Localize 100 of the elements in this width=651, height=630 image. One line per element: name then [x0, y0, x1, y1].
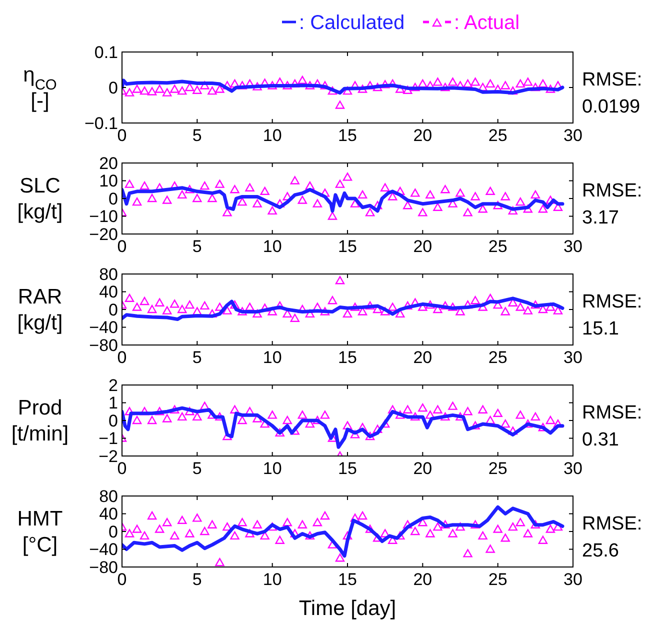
- point: [516, 518, 525, 526]
- text: RMSE: 3.17: [582, 180, 642, 228]
- y-axis-title: Prod [t/min]: [11, 396, 69, 446]
- point: [260, 186, 270, 195]
- point: [200, 526, 210, 536]
- point: [222, 522, 232, 531]
- point: [192, 194, 202, 202]
- point: [230, 79, 240, 88]
- point: [222, 208, 232, 216]
- point: [478, 302, 488, 311]
- point: [530, 520, 540, 528]
- point: [358, 84, 368, 93]
- point: [463, 208, 472, 216]
- point: [185, 529, 194, 538]
- point: [342, 421, 352, 430]
- point: [433, 78, 442, 86]
- point: [305, 81, 315, 90]
- point: [530, 300, 540, 309]
- point: [215, 180, 224, 188]
- point: [268, 307, 277, 316]
- point: [298, 520, 307, 528]
- point: [523, 306, 532, 314]
- point: [162, 196, 172, 204]
- point: [268, 410, 277, 419]
- y-tick-label: 0: [108, 78, 118, 98]
- y-tick-label: 0: [108, 300, 118, 320]
- point: [538, 204, 548, 213]
- point: [147, 87, 157, 96]
- point: [192, 86, 202, 94]
- point: [192, 514, 202, 522]
- point: [140, 296, 150, 306]
- x-axis-title: Time [day]: [298, 597, 396, 620]
- point: [538, 536, 548, 544]
- point: [132, 524, 142, 533]
- point: [486, 544, 495, 553]
- point: [530, 190, 540, 199]
- point: [178, 86, 187, 95]
- x-tick-label: 5: [192, 348, 202, 367]
- point: [523, 529, 532, 538]
- point: [335, 276, 345, 284]
- point: [124, 294, 134, 302]
- point: [463, 79, 472, 88]
- x-tick-label: 15: [338, 237, 357, 256]
- point: [516, 410, 525, 419]
- point: [147, 304, 157, 314]
- point: [546, 416, 556, 424]
- x-tick-label: 30: [564, 459, 582, 478]
- point: [418, 208, 428, 216]
- x-tick-label: 5: [192, 459, 202, 478]
- point: [358, 190, 368, 199]
- y-tick-label: −40: [89, 540, 118, 560]
- point: [320, 410, 330, 419]
- point: [305, 531, 315, 540]
- point: [162, 88, 172, 96]
- x-tick-label: 20: [413, 459, 432, 478]
- x-tick-label: 25: [488, 459, 508, 478]
- point: [403, 201, 412, 210]
- x-tick-label: 20: [413, 126, 432, 145]
- point: [275, 536, 284, 544]
- line-series: [122, 78, 564, 95]
- x-tick-label: 10: [262, 237, 282, 256]
- point: [178, 304, 187, 314]
- point: [478, 531, 488, 540]
- point: [124, 529, 134, 538]
- x-tick-label: 15: [338, 570, 357, 589]
- point: [185, 407, 194, 416]
- x-tick-label: 5: [192, 126, 202, 145]
- point: [312, 199, 322, 208]
- y-tick-label: 20: [99, 154, 118, 173]
- point: [426, 300, 435, 309]
- point: [222, 306, 232, 314]
- point: [433, 202, 442, 211]
- point: [553, 306, 563, 314]
- point: [478, 405, 488, 414]
- x-tick-label: 25: [488, 570, 508, 589]
- y-tick-label: 0: [108, 522, 118, 542]
- point: [132, 197, 142, 206]
- x-tick-label: 10: [262, 348, 282, 367]
- point: [516, 79, 525, 88]
- point: [290, 176, 300, 184]
- point: [508, 522, 518, 531]
- point: [486, 294, 495, 302]
- point: [298, 410, 307, 419]
- point: [342, 531, 352, 540]
- point: [252, 309, 262, 318]
- point: [486, 186, 495, 195]
- point: [403, 520, 412, 528]
- point: [493, 524, 502, 533]
- point: [500, 419, 510, 428]
- point: [418, 403, 428, 412]
- point: [200, 402, 210, 410]
- x-tick-label: 15: [338, 459, 357, 478]
- point: [282, 416, 292, 424]
- point: [426, 529, 435, 538]
- point: [365, 524, 375, 533]
- x-tick-label: 5: [192, 570, 202, 589]
- y-tick-label: 0: [108, 411, 118, 430]
- point: [350, 430, 360, 438]
- point: [132, 84, 142, 93]
- point: [178, 516, 187, 524]
